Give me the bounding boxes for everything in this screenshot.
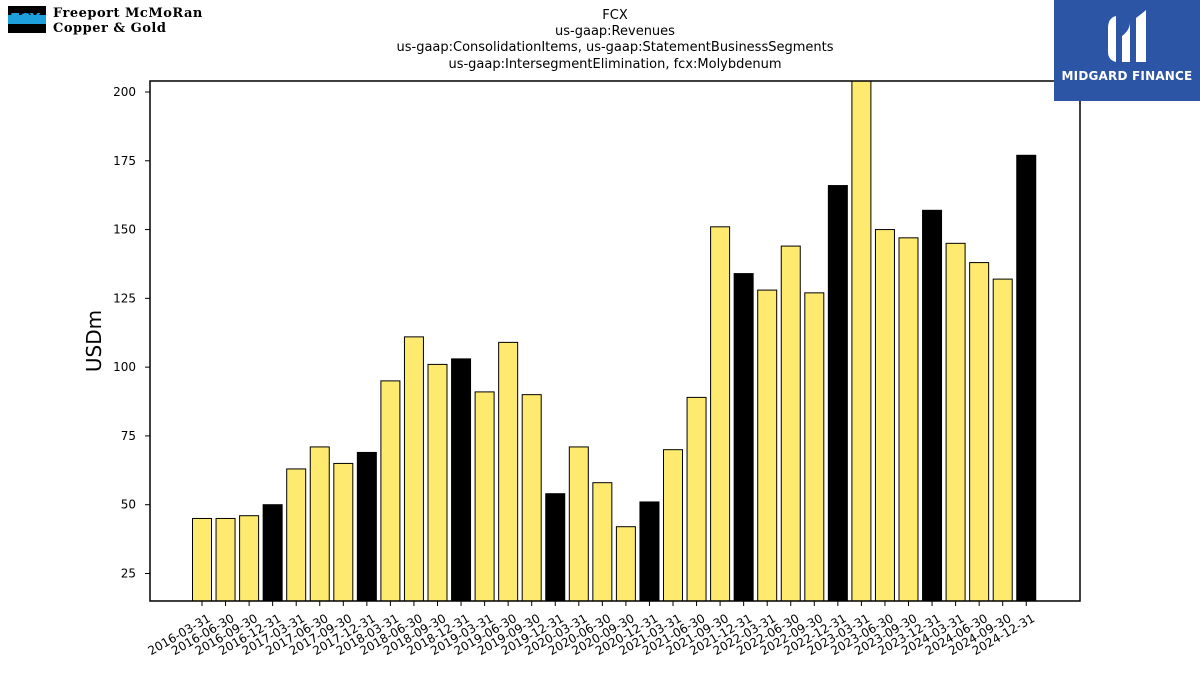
bar-2017-09-30 xyxy=(333,462,354,602)
brand-name: MIDGARD FINANCE xyxy=(1061,69,1193,83)
bar-2017-06-30 xyxy=(309,446,330,602)
bar-2024-06-30 xyxy=(969,262,990,602)
fcx-logo-text: FCX xyxy=(10,10,41,28)
company-name-line1: Freeport McMoRan xyxy=(53,6,203,21)
bar-2024-03-31 xyxy=(945,242,966,602)
bar-2020-06-30 xyxy=(592,482,613,602)
chart-title-line-4: us-gaap:IntersegmentElimination, fcx:Mol… xyxy=(448,57,782,72)
bar-2021-09-30 xyxy=(710,226,731,602)
y-tick-label: 175 xyxy=(113,154,136,168)
bar-2019-03-31 xyxy=(474,391,495,602)
bar-2016-03-31 xyxy=(192,517,212,602)
x-axis: 2016-03-312016-06-302016-09-302016-12-31… xyxy=(145,601,1037,658)
y-tick-label: 150 xyxy=(113,223,136,237)
bar-2016-12-31 xyxy=(262,504,283,602)
bar-2018-12-31 xyxy=(451,358,472,602)
y-tick-label: 75 xyxy=(121,429,136,443)
bars-group xyxy=(192,80,1037,602)
fcx-logo-mark: FCX xyxy=(8,6,46,33)
bar-2023-06-30 xyxy=(874,229,895,602)
bar-2021-06-30 xyxy=(686,396,707,602)
y-tick-label: 25 xyxy=(121,566,136,580)
y-tick-label: 125 xyxy=(113,291,136,305)
y-tick-label: 100 xyxy=(113,360,136,374)
bar-2016-06-30 xyxy=(215,517,236,602)
bar-2020-12-31 xyxy=(639,501,660,602)
bar-2021-03-31 xyxy=(663,449,683,602)
fcx-logo-band xyxy=(8,15,46,24)
y-tick-label: 50 xyxy=(121,498,136,512)
y-axis: 25 50 75 100 125 150 175 200 xyxy=(113,85,150,580)
midgard-logo-icon xyxy=(1108,10,1146,62)
bar-2018-03-31 xyxy=(380,380,401,602)
bar-2017-03-31 xyxy=(286,468,307,602)
bar-2023-09-30 xyxy=(898,237,919,602)
midgard-finance-logo: MIDGARD FINANCE xyxy=(1054,0,1200,101)
bar-2019-09-30 xyxy=(521,394,542,602)
bar-2021-12-31 xyxy=(733,273,754,602)
bar-2024-12-31 xyxy=(1016,154,1037,602)
bar-2018-06-30 xyxy=(403,336,424,602)
bar-2017-12-31 xyxy=(356,451,377,602)
bar-2022-06-30 xyxy=(780,245,801,602)
chart-title-line-3: us-gaap:ConsolidationItems, us-gaap:Stat… xyxy=(396,40,834,55)
chart-title-line-1: FCX xyxy=(602,8,628,23)
bar-2016-09-30 xyxy=(239,515,260,602)
bar-2022-09-30 xyxy=(804,292,825,602)
bar-2024-09-30 xyxy=(992,278,1013,602)
chart-title-line-2: us-gaap:Revenues xyxy=(555,24,675,39)
bar-2023-03-31 xyxy=(851,80,872,602)
bar-2019-06-30 xyxy=(498,341,519,602)
bar-2022-12-31 xyxy=(827,185,848,602)
bar-2019-12-31 xyxy=(545,493,566,602)
freeport-mcmoran-logo: FCX Freeport McMoRan Copper & Gold xyxy=(8,6,218,36)
bar-2018-09-30 xyxy=(427,363,448,602)
bar-2020-09-30 xyxy=(615,526,636,602)
bar-2022-03-31 xyxy=(757,289,778,602)
bar-2020-03-31 xyxy=(568,446,589,602)
y-axis-label: USDm xyxy=(82,310,106,372)
bar-2023-12-31 xyxy=(922,209,943,602)
y-tick-label: 200 xyxy=(113,85,136,99)
plot-frame xyxy=(149,80,1081,602)
company-name-line2: Copper & Gold xyxy=(53,21,167,36)
